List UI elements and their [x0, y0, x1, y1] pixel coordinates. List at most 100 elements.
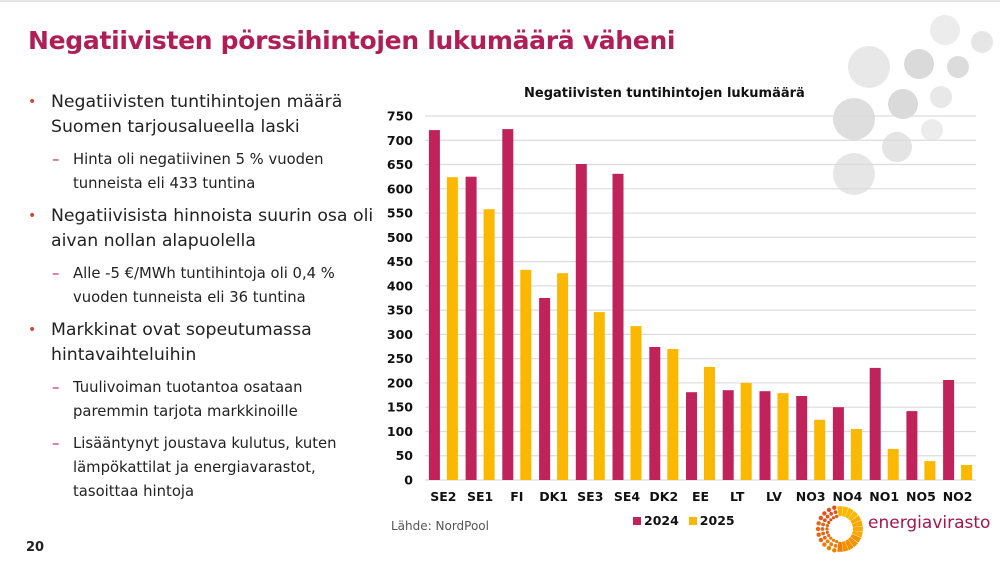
sub-bullet-item: – Hinta oli negatiivinen 5 % vuoden tunne… — [26, 148, 376, 196]
bar-NO5-2025 — [924, 461, 936, 480]
bar-SE4-2024 — [612, 173, 624, 481]
y-tick-label: 300 — [387, 327, 413, 342]
bar-SE2-2025 — [446, 177, 458, 480]
sub-bullet-marker: – — [52, 379, 60, 396]
bullet-item: • Negatiivisista hinnoista suurin osa oli… — [26, 204, 376, 254]
x-tick-label: DK2 — [649, 489, 678, 504]
bullet-marker: • — [28, 322, 37, 338]
x-tick-label: EE — [692, 489, 709, 504]
y-tick-label: 150 — [387, 400, 413, 415]
sub-bullet-item: – Alle -5 €/MWh tuntihintoja oli 0,4 % vu… — [26, 262, 376, 310]
x-axis-ticks: SE2 SE1 FI DK1 SE3 SE4 DK2 EE LT LV NO3 NO4 NO1 NO5 NO… — [430, 489, 972, 504]
bullet-text: Negatiivisista hinnoista suurin osa oli … — [51, 206, 374, 251]
logo-text: energiavirasto — [868, 513, 991, 533]
bar-DK2-2025 — [667, 349, 679, 480]
bar-FI-2024 — [502, 129, 514, 480]
bar-NO4-2025 — [850, 429, 862, 480]
legend-label-2025: 2025 — [699, 513, 735, 528]
bar-NO3-2024 — [796, 396, 808, 480]
bar-DK1-2024 — [539, 298, 551, 480]
y-tick-label: 450 — [387, 254, 413, 269]
x-tick-label: NO2 — [943, 489, 973, 504]
bar-NO1-2024 — [869, 367, 881, 480]
bar-SE2-2024 — [428, 130, 440, 480]
x-tick-label: SE1 — [467, 489, 493, 504]
source-note: Lähde: NordPool — [391, 519, 489, 533]
x-tick-label: SE4 — [614, 489, 641, 504]
slide-title: Negatiivisten pörssihintojen lukumäärä v… — [28, 26, 676, 55]
legend-swatch-2024 — [633, 516, 641, 525]
x-tick-label: FI — [510, 489, 523, 504]
x-tick-label: LV — [766, 489, 782, 504]
bar-LV-2024 — [759, 391, 771, 480]
x-tick-label: SE2 — [430, 489, 456, 504]
energiavirasto-logo-icon — [815, 505, 863, 553]
sub-bullet-marker: – — [52, 265, 60, 282]
bar-FI-2025 — [520, 269, 532, 480]
bar-SE4-2025 — [630, 326, 642, 480]
bar-LV-2025 — [777, 393, 789, 480]
bar-NO2-2025 — [961, 465, 973, 480]
bullet-item: • Markkinat ovat sopeutumassa hintavaihte… — [26, 318, 376, 368]
bar-DK1-2025 — [557, 273, 569, 480]
x-tick-label: LT — [730, 489, 745, 504]
bullet-text: Markkinat ovat sopeutumassa hintavaihtel… — [51, 320, 312, 365]
y-tick-label: 100 — [387, 424, 413, 439]
y-tick-label: 500 — [387, 230, 413, 245]
bullet-item: • Negatiivisten tuntihintojen määrä Suome… — [26, 90, 376, 140]
y-tick-label: 350 — [387, 303, 413, 318]
sub-bullet-marker: – — [52, 151, 60, 168]
x-tick-label: DK1 — [539, 489, 568, 504]
y-tick-label: 200 — [387, 375, 413, 390]
sub-bullet-text: Lisääntynyt joustava kulutus, kuten lämp… — [73, 435, 337, 500]
sub-bullet-text: Tuulivoiman tuotantoa osataan paremmin t… — [73, 379, 303, 420]
y-tick-label: 50 — [396, 448, 414, 463]
bullet-list: • Negatiivisten tuntihintojen määrä Suome… — [26, 90, 376, 512]
chart-title: Negatiivisten tuntihintojen lukumäärä — [524, 86, 805, 101]
legend-swatch-2025 — [688, 516, 697, 525]
bar-NO3-2025 — [814, 419, 826, 480]
y-tick-label: 550 — [387, 206, 413, 221]
bar-EE-2025 — [704, 366, 715, 480]
bar-NO5-2024 — [906, 411, 918, 480]
bar-LT-2025 — [740, 382, 752, 480]
bullet-marker: • — [28, 208, 37, 224]
gridlines — [425, 115, 976, 481]
legend-item-2025: 2025 — [688, 513, 735, 528]
y-tick-label: 650 — [387, 157, 413, 172]
bar-SE3-2024 — [575, 164, 587, 480]
sub-bullet-marker: – — [52, 435, 60, 452]
legend-label-2024: 2024 — [644, 513, 679, 528]
sub-bullet-item: – Tuulivoiman tuotantoa osataan paremmin … — [26, 376, 376, 424]
bar-SE1-2025 — [483, 209, 495, 480]
sub-bullet-item: – Lisääntynyt joustava kulutus, kuten läm… — [26, 432, 376, 504]
bar-SE1-2024 — [465, 176, 477, 480]
top-border — [0, 0, 1000, 2]
x-tick-label: NO5 — [906, 489, 936, 504]
y-tick-label: 600 — [387, 181, 413, 196]
bar-NO4-2024 — [832, 407, 844, 480]
bar-DK2-2024 — [649, 347, 661, 480]
y-tick-label: 0 — [404, 473, 413, 488]
legend-item-2024: 2024 — [633, 513, 679, 528]
y-tick-label: 400 — [387, 278, 413, 293]
sub-bullet-text: Alle -5 €/MWh tuntihintoja oli 0,4 % vuo… — [73, 265, 335, 306]
x-tick-label: NO3 — [796, 489, 826, 504]
x-tick-label: SE3 — [577, 489, 603, 504]
chart-legend: 2024 2025 — [633, 513, 735, 528]
y-tick-label: 700 — [387, 133, 413, 148]
bars — [428, 129, 973, 481]
bullet-text: Negatiivisten tuntihintojen määrä Suomen… — [51, 92, 343, 137]
bar-NO1-2025 — [887, 448, 899, 480]
bar-NO2-2024 — [943, 380, 955, 480]
x-tick-label: NO4 — [833, 489, 863, 504]
y-tick-label: 250 — [387, 351, 413, 366]
page-number: 20 — [26, 540, 45, 555]
bar-SE3-2025 — [593, 312, 605, 480]
x-tick-label: NO1 — [869, 489, 899, 504]
bar-LT-2024 — [722, 390, 734, 480]
bullet-marker: • — [28, 94, 37, 110]
bar-EE-2024 — [686, 392, 697, 480]
y-axis-ticks: 0 50 100 150 200 250 300 350 400 450 500 550 600 650 7… — [387, 109, 413, 488]
